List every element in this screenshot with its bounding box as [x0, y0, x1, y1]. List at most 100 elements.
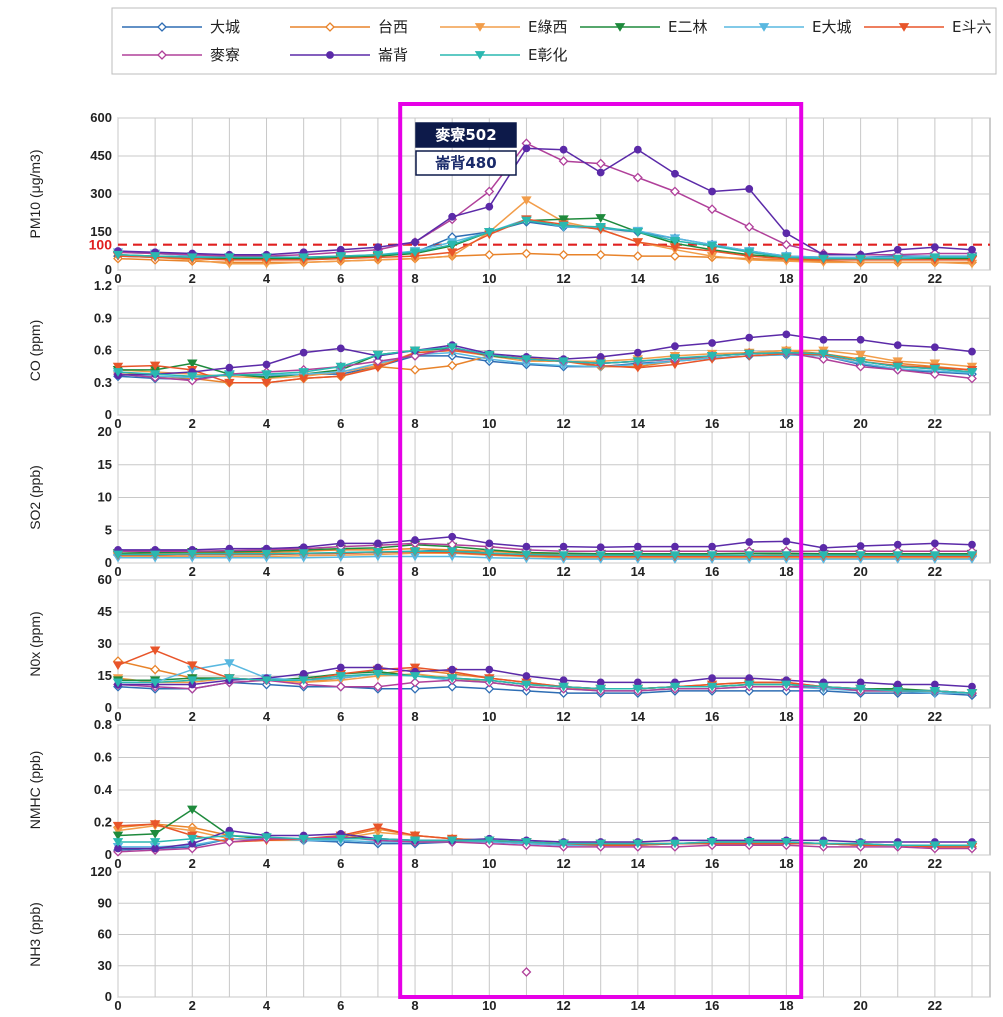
x-tick-label: 6 — [337, 564, 344, 579]
data-point-e_zhanghua — [335, 672, 346, 681]
series-line-lunbei — [117, 333, 973, 376]
callout-0: 麥寮502 — [415, 122, 517, 148]
data-point-e_zhanghua — [112, 550, 124, 560]
data-point-mailiao — [929, 369, 940, 380]
x-tick-label: 8 — [411, 271, 418, 286]
data-point-e_zhanghua — [966, 368, 978, 377]
data-point-e_douliu — [149, 820, 161, 829]
data-point-mailiao — [707, 204, 718, 215]
data-point-mailiao — [855, 361, 866, 372]
data-point-mailiao — [558, 156, 569, 166]
y-tick-label: 0 — [105, 262, 112, 277]
x-tick-label: 18 — [779, 709, 793, 724]
series-line-e_zhanghua — [117, 219, 972, 260]
series-co-e_zhanghua — [112, 343, 978, 382]
x-tick-label: 10 — [482, 564, 496, 579]
series-line-e_zhanghua — [118, 834, 972, 847]
data-point-e_zhanghua — [818, 349, 829, 359]
data-point-e_zhanghua — [595, 223, 606, 232]
y-tick-label: 0 — [105, 555, 112, 570]
data-point-e_zhanghua — [669, 236, 681, 246]
x-tick-label: 20 — [853, 271, 867, 286]
data-point-e_zhanghua — [149, 678, 161, 688]
data-point-e_zhanghua — [744, 680, 755, 690]
panel-pm10: 0 150 300 450 600 0 2 4 6 8 10 12 14 16 18 20 22 PM10 (μg… — [27, 110, 991, 286]
data-point-lunbei — [336, 539, 345, 548]
data-point-lunbei — [968, 682, 976, 691]
data-point-taixi — [484, 249, 495, 260]
x-tick-label: 4 — [263, 998, 271, 1013]
series-pm10-e_zhanghua — [112, 216, 978, 264]
data-point-e_douliu — [409, 663, 421, 673]
x-tick-label: 10 — [482, 998, 496, 1013]
data-point-mailiao — [818, 354, 829, 365]
data-point-lunbei — [448, 212, 457, 221]
y-tick-label: 45 — [98, 604, 112, 619]
data-point-taixi — [595, 249, 606, 260]
x-tick-label: 8 — [411, 856, 418, 871]
data-point-lunbei — [708, 674, 716, 683]
data-point-e_zhanghua — [112, 368, 124, 377]
data-point-e_zhanghua — [818, 682, 829, 692]
data-point-lunbei — [708, 187, 716, 196]
x-tick-label: 4 — [263, 564, 271, 579]
y-tick-label: 20 — [98, 424, 112, 439]
data-point-e_lunxi — [521, 196, 532, 206]
x-tick-label: 4 — [263, 416, 271, 431]
x-tick-label: 10 — [482, 709, 496, 724]
data-point-e_lunxi — [187, 826, 198, 836]
data-point-e_zhanghua — [112, 838, 124, 847]
legend-marker-e_douliu — [898, 23, 910, 32]
data-point-mailiao — [967, 373, 977, 384]
x-tick-label: 14 — [631, 271, 646, 286]
data-point-lunbei — [671, 169, 679, 178]
x-tick-label: 12 — [556, 416, 570, 431]
data-point-e_zhanghua — [187, 676, 198, 686]
data-point-e_zhanghua — [558, 839, 569, 849]
data-point-lunbei — [671, 542, 679, 551]
data-point-lunbei — [745, 185, 754, 193]
data-point-e_zhanghua — [149, 252, 161, 261]
callout-1: 崙背480 — [415, 150, 517, 176]
data-point-e_zhanghua — [261, 370, 272, 379]
y-tick-label: 5 — [105, 522, 112, 537]
y-axis-label-nox: N0x (ppm) — [27, 611, 43, 676]
y-tick-label: 0.9 — [94, 310, 112, 325]
data-point-e_zhanghua — [892, 254, 903, 264]
data-point-e_zhanghua — [781, 348, 792, 358]
data-point-e_douliu — [372, 823, 384, 833]
data-point-lunbei — [930, 539, 939, 548]
data-point-e_zhanghua — [781, 253, 792, 263]
data-point-dacheng — [410, 683, 420, 694]
data-point-mailiao — [744, 222, 755, 232]
data-point-e_zhanghua — [149, 370, 161, 379]
data-point-e_douliu — [112, 661, 124, 671]
data-point-e_zhanghua — [818, 839, 829, 849]
data-point-e_zhanghua — [892, 841, 903, 851]
data-point-e_zhanghua — [632, 684, 644, 694]
data-point-dacheng — [447, 681, 458, 692]
data-point-e_zhanghua — [149, 838, 161, 847]
data-point-e_zhanghua — [372, 350, 384, 360]
data-point-lunbei — [336, 344, 345, 353]
data-point-e_zhanghua — [521, 355, 532, 364]
callout-label: 崙背480 — [434, 154, 496, 172]
data-point-e_zhanghua — [224, 371, 235, 381]
series-line-lunbei — [118, 829, 972, 850]
data-point-e_zhanghua — [298, 676, 309, 686]
x-tick-label: 20 — [853, 998, 867, 1013]
data-point-mailiao — [372, 681, 383, 692]
data-point-e_zhanghua — [595, 839, 606, 849]
series-line-e_douliu — [117, 218, 972, 261]
x-tick-label: 16 — [705, 416, 719, 431]
callout-box — [415, 150, 517, 176]
data-point-e_zhanghua — [112, 678, 124, 688]
data-point-e_zhanghua — [632, 357, 644, 367]
data-point-lunbei — [262, 360, 271, 369]
data-point-taixi — [558, 249, 569, 260]
data-point-e_zhanghua — [187, 834, 198, 844]
legend-item-e_erlin: E二林 — [580, 18, 707, 36]
x-tick-label: 10 — [482, 416, 496, 431]
